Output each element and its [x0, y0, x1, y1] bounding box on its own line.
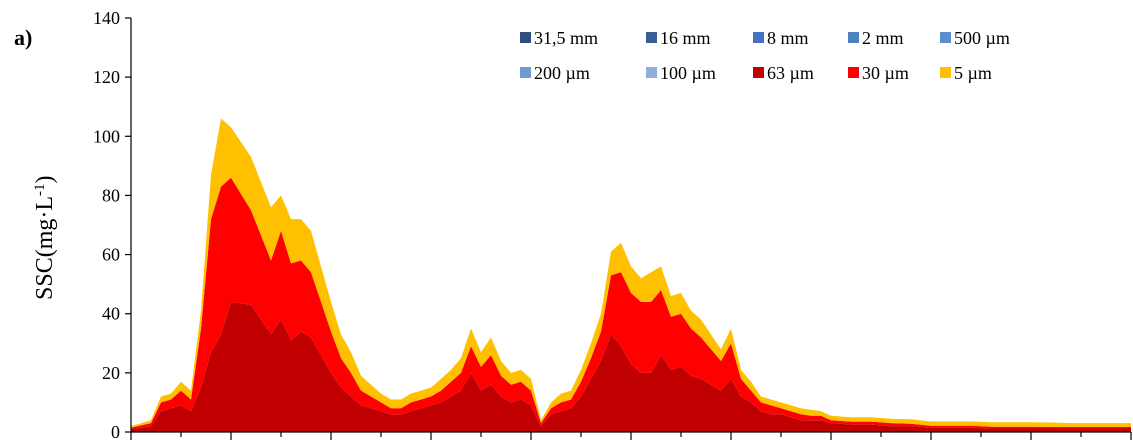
- legend-item: 8 mm: [753, 28, 809, 48]
- y-tick-label: 20: [102, 363, 120, 383]
- legend-label: 31,5 mm: [534, 28, 598, 48]
- legend-item: 500 µm: [940, 28, 1010, 48]
- legend-item: 2 mm: [848, 28, 904, 48]
- area-series-9: [131, 118, 1131, 428]
- legend-label: 200 µm: [534, 63, 590, 83]
- legend-label: 63 µm: [767, 63, 814, 83]
- legend-item: 30 µm: [848, 63, 909, 83]
- y-tick-label: 60: [102, 245, 120, 265]
- legend-item: 63 µm: [753, 63, 814, 83]
- y-axis-label: SSC(mg·L-1): [32, 175, 58, 300]
- legend-swatch: [646, 67, 657, 78]
- legend-item: 200 µm: [520, 63, 590, 83]
- legend-label: 2 mm: [862, 28, 904, 48]
- legend-swatch: [940, 32, 951, 43]
- legend-label: 500 µm: [954, 28, 1010, 48]
- area-series-7: [131, 301, 1131, 432]
- legend-label: 30 µm: [862, 63, 909, 83]
- legend-swatch: [848, 32, 859, 43]
- legend-label: 16 mm: [660, 28, 711, 48]
- legend-label: 8 mm: [767, 28, 809, 48]
- y-tick-label: 80: [102, 185, 120, 205]
- legend-item: 100 µm: [646, 63, 716, 83]
- y-axis-ticks: 0 20 40 60 80 100 120 140: [93, 8, 131, 442]
- legend: 31,5 mm 16 mm 8 mm 2 mm 500 µm 200 µm 100 µm 63…: [520, 28, 1010, 83]
- legend-label: 100 µm: [660, 63, 716, 83]
- legend-item: 5 µm: [940, 63, 992, 83]
- y-tick-label: 100: [93, 126, 120, 146]
- legend-swatch: [753, 32, 764, 43]
- legend-swatch: [753, 67, 764, 78]
- legend-swatch: [520, 67, 531, 78]
- legend-swatch: [646, 32, 657, 43]
- x-axis-ticks: [130, 432, 1132, 440]
- legend-swatch: [940, 67, 951, 78]
- y-tick-label: 140: [93, 8, 120, 28]
- legend-item: 16 mm: [646, 28, 711, 48]
- legend-item: 31,5 mm: [520, 28, 598, 48]
- y-tick-label: 0: [111, 422, 120, 442]
- legend-label: 5 µm: [954, 63, 992, 83]
- y-tick-label: 40: [102, 304, 120, 324]
- stacked-areas: [131, 118, 1131, 432]
- legend-swatch: [520, 32, 531, 43]
- area-series-8: [131, 177, 1131, 429]
- y-tick-label: 120: [93, 67, 120, 87]
- legend-swatch: [848, 67, 859, 78]
- panel-label: a): [14, 25, 32, 50]
